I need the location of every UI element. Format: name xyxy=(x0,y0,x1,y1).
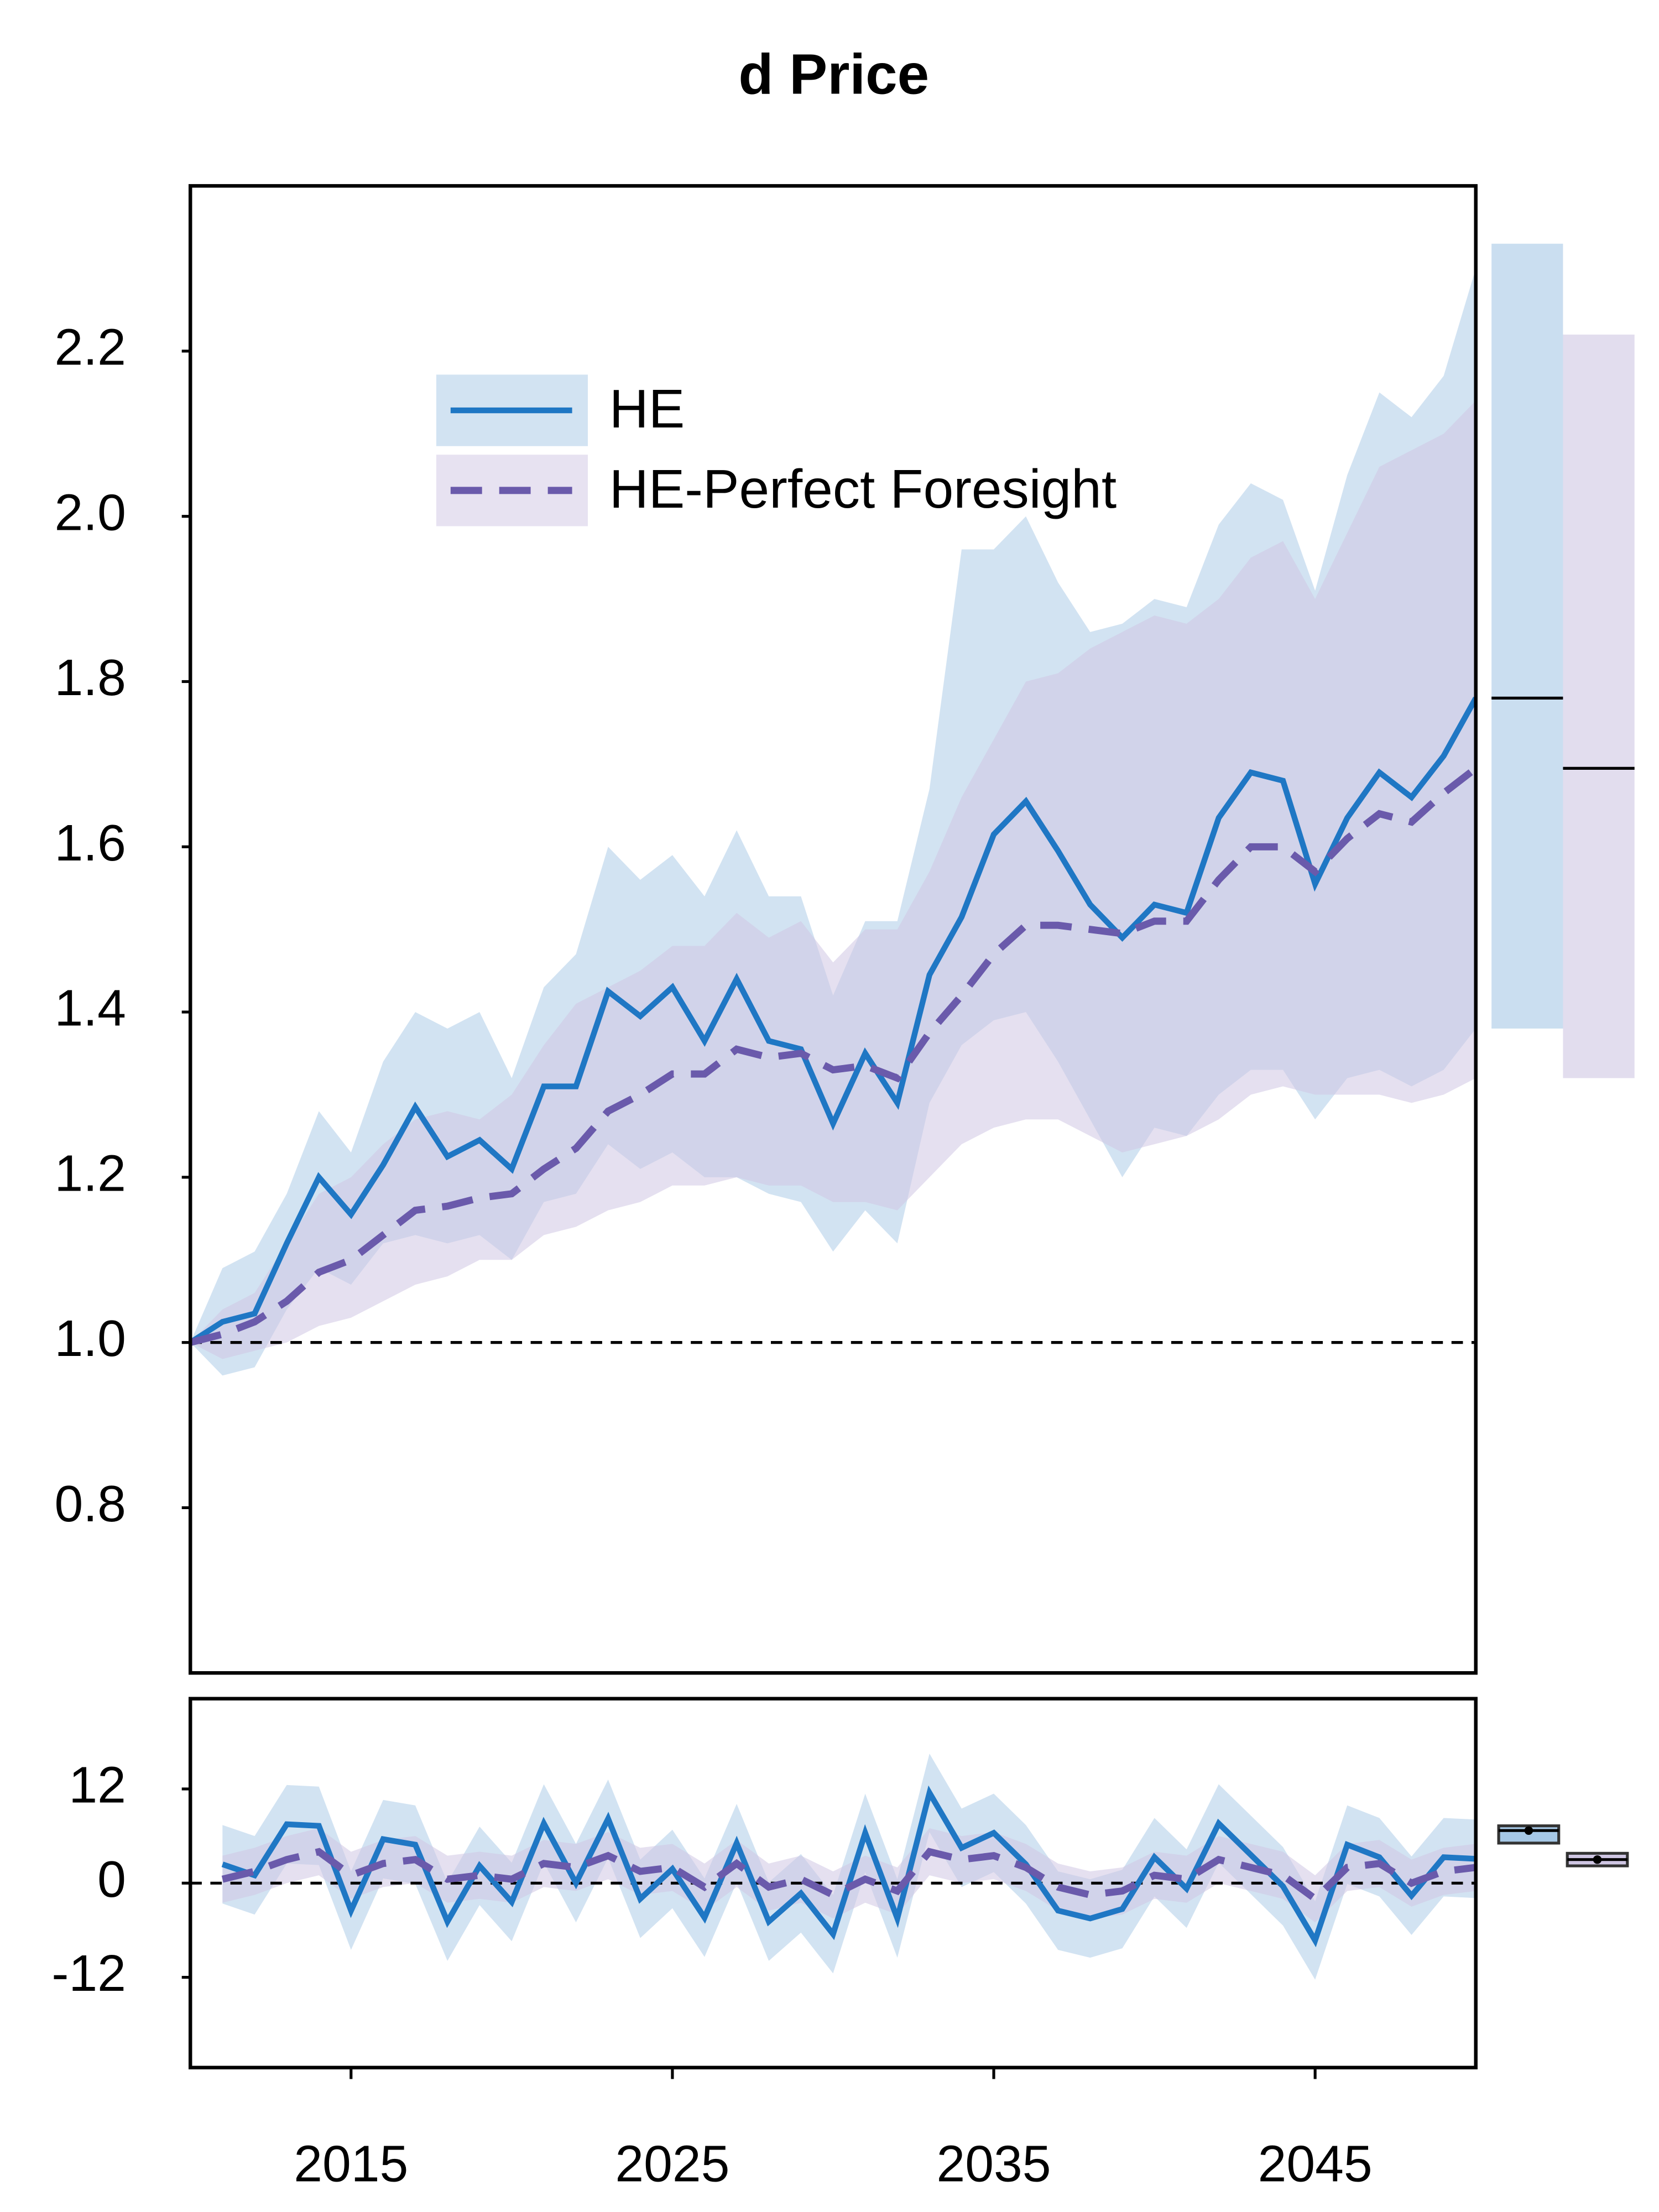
chart-title: d Price xyxy=(738,42,929,106)
y-tick-label: 1.8 xyxy=(54,649,126,706)
y-tick-label: 2.2 xyxy=(54,319,126,376)
y-tick-label: -12 xyxy=(51,1944,126,2002)
y-tick-label: 0.8 xyxy=(54,1475,126,1532)
y-tick-label: 1.6 xyxy=(54,814,126,872)
y-tick-label: 1.4 xyxy=(54,979,126,1037)
box-median-dot xyxy=(1593,1855,1602,1864)
line xyxy=(190,696,1476,1345)
x-tick-label: 2045 xyxy=(1258,2135,1373,2192)
y-tick-label: 2.0 xyxy=(54,483,126,541)
distribution-range xyxy=(1491,243,1563,1029)
line xyxy=(190,765,1476,1346)
axes-frame xyxy=(188,184,1478,1675)
legend-label: HE xyxy=(609,378,685,439)
x-tick-label: 2015 xyxy=(294,2135,408,2192)
line xyxy=(221,1848,1476,1904)
band xyxy=(190,400,1476,1359)
x-tick-label: 2025 xyxy=(615,2135,729,2192)
y-tick-label: 12 xyxy=(69,1756,126,1814)
y-tick-label: 0 xyxy=(97,1850,126,1908)
y-tick-label: 1.2 xyxy=(54,1144,126,1202)
x-tick-label: 2035 xyxy=(936,2135,1051,2192)
y-tick-label: 1.0 xyxy=(54,1310,126,1367)
legend-label: HE-Perfect Foresight xyxy=(609,458,1117,519)
distribution-range xyxy=(1563,335,1635,1078)
box-median-dot xyxy=(1524,1826,1533,1835)
